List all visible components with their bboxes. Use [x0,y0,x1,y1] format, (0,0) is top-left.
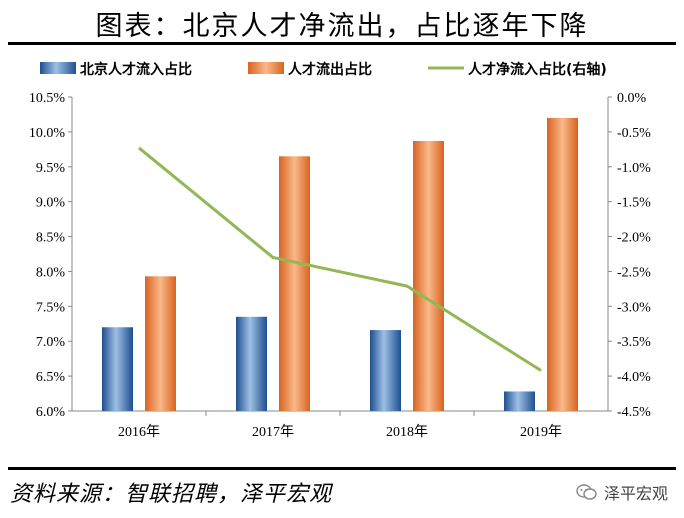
y-right-tick-label: -2.0% [617,231,651,246]
y-left-tick-label: 7.0% [36,335,66,350]
y-left-tick-label: 10.5% [29,91,66,106]
bars [102,117,578,411]
y-right-tick-label: -4.5% [617,405,651,420]
y-right-tick-label: -3.5% [617,335,651,350]
x-tick-label: 2018年 [386,424,428,440]
y-left-tick-label: 8.5% [36,231,66,246]
category-labels: 2016年 2017年 2018年 2019年 [118,424,562,440]
x-tick-label: 2016年 [118,424,160,440]
legend-label-outflow: 人才流出占比 [288,61,372,78]
bar-inflow [504,391,535,411]
bar-outflow [145,276,176,411]
source-rule [8,467,676,470]
bar-inflow [370,330,401,411]
net-inflow-line [138,146,542,372]
y-right-tick-label: -2.5% [617,265,651,280]
bar-outflow [547,117,578,411]
title-rule [8,42,676,45]
y-right-tick-label: 0.0% [617,91,647,106]
bar-inflow [102,327,133,411]
legend-swatch-inflow [40,62,76,74]
legend-label-net: 人才净流入占比(右轴) [468,61,607,78]
y-right-tick-label: -1.0% [617,161,651,176]
watermark-text: 泽平宏观 [603,484,668,503]
legend-label-inflow: 北京人才流入占比 [80,61,192,78]
legend: 北京人才流入占比 人才流出占比 人才净流入占比(右轴) [40,61,607,78]
source-text: 资料来源：智联招聘，泽平宏观 [10,482,333,507]
y-right-tick-label: -4.0% [617,370,651,385]
y-right-tick-label: -1.5% [617,196,651,211]
y-left-tick-label: 6.0% [36,405,66,420]
x-tick-label: 2017年 [252,424,294,440]
chart-title: 图表：北京人才净流出，占比逐年下降 [95,11,589,42]
y-right-tick-label: -0.5% [617,126,651,141]
bar-outflow [279,156,310,411]
net-line [138,146,542,372]
y-left-tick-label: 7.5% [36,300,66,315]
y-left-tick-label: 9.0% [36,196,66,211]
y-left-tick-label: 10.0% [29,126,66,141]
y-left-tick-label: 6.5% [36,370,66,385]
y-left-tick-label: 8.0% [36,265,66,280]
y-right-tick-label: -3.0% [617,300,651,315]
legend-swatch-outflow [248,62,284,74]
x-tick-label: 2019年 [520,424,562,440]
watermark: 泽平宏观 [576,480,668,504]
y-left-tick-label: 9.5% [36,161,66,176]
chart: 北京人才流入占比 人才流出占比 人才净流入占比(右轴) 6.0% 6.5% 7.0%… [29,61,651,440]
bar-inflow [236,316,267,411]
wechat-icon [576,484,597,500]
bar-outflow [413,140,444,411]
axes: 6.0% 6.5% 7.0% 7.5% 8.0% 8.5% 9.0% 9.5% 10.0% 10.… [29,91,651,420]
